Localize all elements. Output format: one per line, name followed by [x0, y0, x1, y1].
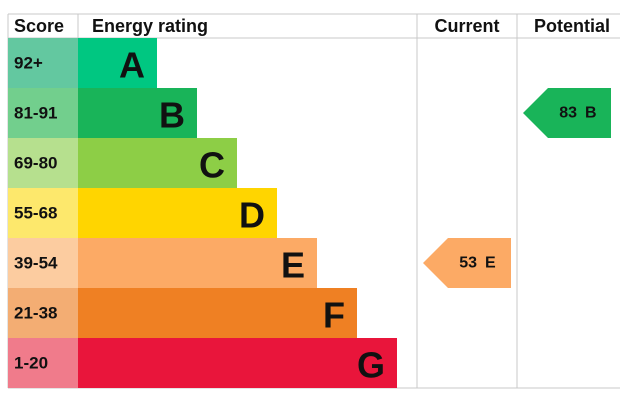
header-score: Score — [14, 16, 64, 36]
rating-letter: G — [357, 345, 385, 386]
current-rating: E — [485, 255, 496, 272]
header-current: Current — [434, 16, 499, 36]
score-label: 55-68 — [14, 204, 57, 223]
potential-arrow — [523, 88, 611, 138]
score-cell — [8, 138, 78, 188]
score-cell — [8, 38, 78, 88]
score-cell — [8, 188, 78, 238]
rating-letter: E — [281, 245, 305, 286]
rating-bar — [78, 338, 397, 388]
rating-letter: B — [159, 95, 185, 136]
rating-bar — [78, 88, 197, 138]
potential-value: 83 — [559, 105, 577, 122]
score-cell — [8, 338, 78, 388]
header-rating: Energy rating — [92, 16, 208, 36]
score-cell — [8, 88, 78, 138]
rating-bar — [78, 238, 317, 288]
score-label: 69-80 — [14, 154, 57, 173]
rating-bar — [78, 188, 277, 238]
score-label: 21-38 — [14, 304, 57, 323]
score-cell — [8, 238, 78, 288]
potential-rating: B — [585, 105, 597, 122]
rating-bar — [78, 288, 357, 338]
score-cell — [8, 288, 78, 338]
score-label: 81-91 — [14, 104, 57, 123]
rating-bar — [78, 38, 157, 88]
current-value: 53 — [459, 255, 477, 272]
current-arrow — [423, 238, 511, 288]
rating-bar — [78, 138, 237, 188]
rating-letter: D — [239, 195, 265, 236]
score-label: 39-54 — [14, 254, 58, 273]
score-label: 1-20 — [14, 354, 48, 373]
rating-letter: F — [323, 295, 345, 336]
rating-letter: A — [119, 45, 145, 86]
header-potential: Potential — [534, 16, 610, 36]
score-label: 92+ — [14, 54, 43, 73]
rating-letter: C — [199, 145, 225, 186]
